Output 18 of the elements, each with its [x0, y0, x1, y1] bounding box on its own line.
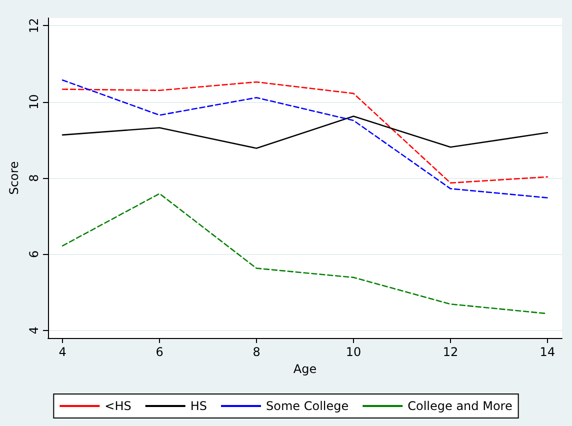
legend-label: <HS: [104, 399, 132, 413]
legend-label: College and More: [408, 399, 512, 413]
x-tick-label: 10: [346, 345, 362, 359]
legend-label: HS: [190, 399, 207, 413]
x-tick-label: 6: [156, 345, 164, 359]
y-axis-title: Score: [7, 161, 21, 195]
legend-label: Some College: [266, 399, 349, 413]
y-tick-label: 10: [27, 94, 41, 110]
line-series: [62, 116, 548, 149]
x-axis-title: Age: [293, 362, 317, 376]
x-tick-label: 4: [58, 345, 66, 359]
y-tick-label: 12: [27, 18, 41, 34]
y-tick-label: 6: [27, 250, 41, 258]
x-tick-label: 8: [252, 345, 260, 359]
y-tick-label: 4: [27, 326, 41, 334]
x-tick-label: 12: [442, 345, 458, 359]
y-tick-label: 8: [27, 174, 41, 182]
x-tick-label: 14: [540, 345, 556, 359]
